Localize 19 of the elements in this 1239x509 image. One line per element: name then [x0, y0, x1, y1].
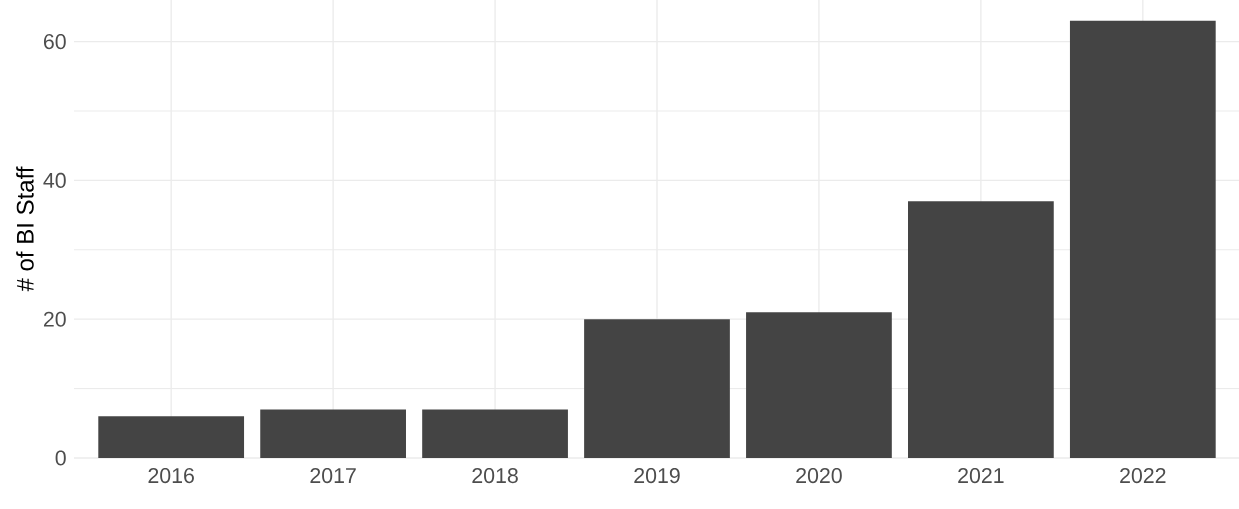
bar [260, 409, 406, 458]
bar [746, 312, 892, 458]
x-tick-label: 2022 [1120, 468, 1166, 484]
y-axis-title: # of BI Staff [16, 166, 34, 292]
x-tick-label: 2016 [148, 468, 194, 484]
bar [584, 319, 730, 458]
y-tick-label: 60 [43, 34, 66, 50]
y-tick-label: 40 [43, 172, 66, 188]
y-tick-label: 20 [43, 311, 66, 327]
x-tick-label: 2020 [796, 468, 842, 484]
y-tick-label: 0 [55, 450, 66, 466]
x-tick-label: 2018 [472, 468, 518, 484]
x-tick-label: 2017 [310, 468, 356, 484]
bar [98, 416, 245, 458]
x-tick-label: 2019 [634, 468, 680, 484]
x-tick-label: 2021 [958, 468, 1004, 484]
bar [908, 201, 1054, 458]
bar [1069, 20, 1216, 458]
bar [422, 409, 568, 458]
